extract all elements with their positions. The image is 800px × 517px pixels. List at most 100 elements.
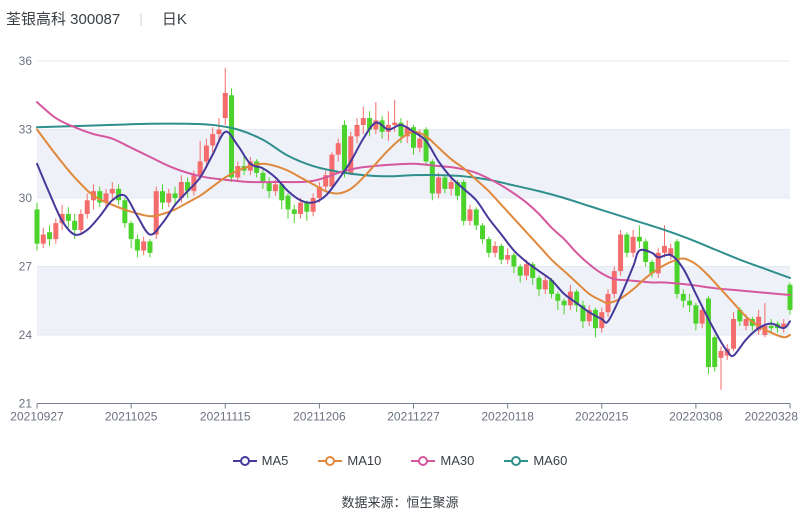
candle-body bbox=[285, 195, 291, 210]
candle-body bbox=[630, 236, 636, 253]
candle-body bbox=[341, 124, 347, 173]
x-axis-label: 20220215 bbox=[575, 410, 629, 424]
candle-body bbox=[737, 309, 743, 322]
candle-body bbox=[40, 234, 46, 244]
x-axis-label: 20220328 bbox=[745, 410, 799, 424]
candle-body bbox=[718, 350, 724, 358]
candle-body bbox=[549, 280, 555, 294]
legend-ring-icon bbox=[318, 455, 343, 466]
candle-body bbox=[235, 166, 241, 178]
candle-body bbox=[373, 120, 379, 130]
candle-body bbox=[768, 325, 774, 329]
chart-legend: MA5 MA10 MA30 MA60 bbox=[0, 453, 800, 468]
period-label[interactable]: 日K bbox=[161, 10, 187, 28]
candle-body bbox=[185, 182, 191, 192]
candle-body bbox=[310, 198, 316, 212]
candle-body bbox=[492, 245, 498, 253]
x-axis-label: 20211206 bbox=[293, 410, 346, 424]
candle-body bbox=[298, 202, 304, 214]
ma-line-ma60 bbox=[36, 122, 791, 279]
candle-body bbox=[360, 118, 366, 125]
y-axis-label: 36 bbox=[19, 54, 33, 68]
y-axis-label: 21 bbox=[19, 397, 33, 411]
ma-line-ma10 bbox=[36, 128, 791, 339]
candle-body bbox=[536, 277, 542, 290]
x-axis-label: 20211115 bbox=[200, 410, 251, 424]
candle-body bbox=[53, 223, 59, 240]
legend-label: MA60 bbox=[533, 453, 568, 468]
candle-body bbox=[480, 225, 486, 240]
y-axis-label: 30 bbox=[19, 191, 33, 205]
chart-header: 荃银高科 300087 | 日K bbox=[6, 8, 187, 28]
legend-label: MA10 bbox=[347, 453, 382, 468]
candle-body bbox=[699, 309, 705, 324]
candle-body bbox=[210, 134, 216, 146]
candle-body bbox=[203, 145, 209, 162]
ma-line-ma5 bbox=[36, 121, 791, 357]
candle-body bbox=[166, 193, 172, 203]
candle-body bbox=[172, 193, 178, 199]
x-axis-label: 20220118 bbox=[481, 410, 534, 424]
candle-body bbox=[147, 241, 153, 253]
candle-body bbox=[291, 209, 297, 214]
candle-body bbox=[555, 293, 561, 301]
y-axis-label: 33 bbox=[19, 123, 33, 137]
candle-body bbox=[668, 248, 674, 256]
candle-body bbox=[354, 124, 360, 137]
x-axis-label: 20220308 bbox=[669, 410, 723, 424]
y-axis-label: 24 bbox=[19, 328, 33, 342]
candle-body bbox=[618, 234, 624, 272]
candle-body bbox=[624, 234, 630, 253]
candle-body bbox=[97, 191, 103, 203]
candle-body bbox=[580, 305, 586, 322]
legend-item-ma10[interactable]: MA10 bbox=[318, 453, 381, 468]
candle-body bbox=[498, 245, 504, 260]
candle-body bbox=[662, 245, 667, 253]
candle-body bbox=[429, 161, 435, 194]
stock-title: 荃银高科 300087 bbox=[6, 10, 121, 28]
legend-ring-icon bbox=[411, 455, 436, 466]
candle-body bbox=[592, 309, 598, 329]
candle-body bbox=[417, 138, 423, 148]
candle-body bbox=[128, 223, 134, 240]
candle-body bbox=[222, 92, 228, 119]
candle-body bbox=[197, 161, 203, 176]
candle-body bbox=[649, 261, 655, 274]
candle-body bbox=[611, 271, 617, 294]
candle-body bbox=[323, 175, 329, 187]
candle-body bbox=[542, 280, 548, 290]
candle-body bbox=[78, 213, 84, 230]
candle-body bbox=[116, 188, 122, 201]
candle-body bbox=[756, 316, 762, 331]
candle-body bbox=[655, 252, 661, 274]
candle-body bbox=[160, 191, 165, 203]
candle-body bbox=[141, 241, 147, 251]
legend-ring-icon bbox=[504, 455, 529, 466]
legend-item-ma5[interactable]: MA5 bbox=[232, 453, 288, 468]
candle-body bbox=[448, 182, 454, 189]
candle-body bbox=[84, 200, 90, 214]
candle-body bbox=[153, 191, 159, 235]
candle-body bbox=[674, 241, 680, 294]
candle-body bbox=[367, 118, 373, 130]
candle-body bbox=[511, 255, 517, 267]
candle-body bbox=[122, 200, 128, 224]
candle-body bbox=[781, 323, 787, 329]
candle-body bbox=[636, 236, 642, 242]
ma-line-ma30 bbox=[36, 101, 791, 297]
candle-body bbox=[517, 266, 523, 276]
candle-body bbox=[398, 122, 404, 137]
candle-body bbox=[423, 129, 429, 162]
candle-body bbox=[348, 136, 354, 173]
candle-body bbox=[34, 209, 40, 244]
x-axis-label: 20210927 bbox=[10, 410, 64, 424]
candle-body bbox=[109, 188, 115, 194]
candle-body bbox=[530, 264, 536, 278]
candle-body bbox=[260, 172, 266, 183]
legend-item-ma60[interactable]: MA60 bbox=[504, 453, 567, 468]
legend-item-ma30[interactable]: MA30 bbox=[411, 453, 474, 468]
value-band bbox=[37, 266, 790, 336]
x-axis-label: 20211025 bbox=[105, 410, 158, 424]
candle-body bbox=[59, 213, 65, 224]
candle-body bbox=[523, 264, 529, 276]
